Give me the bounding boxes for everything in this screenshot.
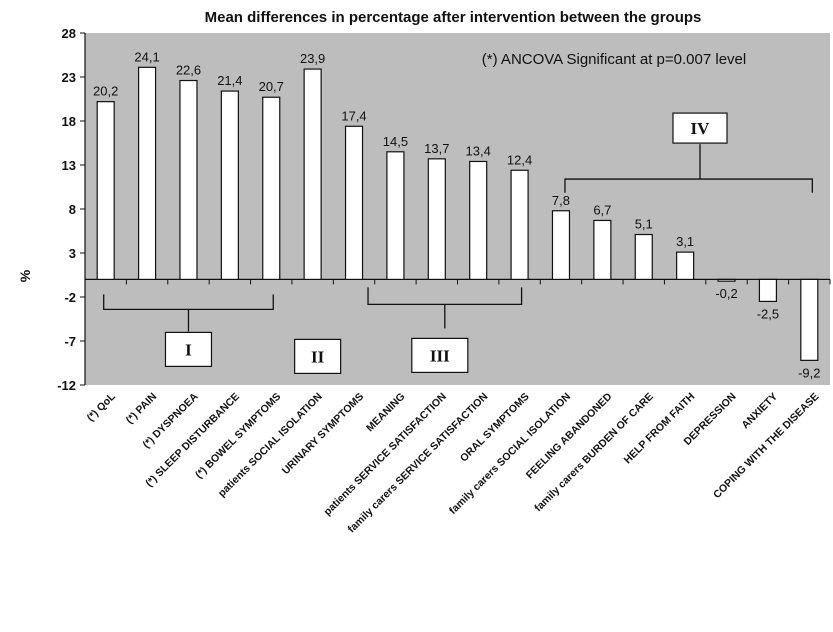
data-label: 21,4 bbox=[217, 73, 242, 88]
bar bbox=[634, 233, 653, 281]
significance-note: (*) ANCOVA Significant at p=0.007 level bbox=[482, 51, 746, 68]
bar bbox=[96, 101, 115, 280]
group-label: I bbox=[185, 340, 192, 359]
y-tick-label: 23 bbox=[62, 70, 76, 85]
x-category-label: URINARY SYMPTOMS bbox=[280, 391, 366, 477]
data-label: 20,7 bbox=[259, 79, 284, 94]
data-label: -2,5 bbox=[757, 306, 779, 321]
group-label-box bbox=[411, 337, 469, 373]
bar bbox=[262, 96, 281, 281]
bar bbox=[179, 79, 198, 281]
group-bracket bbox=[564, 178, 813, 193]
data-label: -0,2 bbox=[715, 286, 737, 301]
y-tick-label: -7 bbox=[64, 334, 76, 349]
bar bbox=[344, 125, 364, 280]
data-label: -9,2 bbox=[798, 365, 820, 380]
bar bbox=[593, 219, 612, 281]
data-label: 20,2 bbox=[93, 84, 118, 99]
bar bbox=[386, 151, 405, 281]
data-label: 5,1 bbox=[635, 217, 653, 232]
y-tick-label: 13 bbox=[62, 158, 76, 173]
chart-title: Mean differences in percentage after int… bbox=[205, 9, 702, 26]
bar bbox=[137, 66, 157, 281]
x-category-label: ANXIETY bbox=[739, 391, 780, 432]
data-label: 17,4 bbox=[341, 108, 366, 123]
x-category-label: MEANING bbox=[364, 391, 408, 435]
data-label: 22,6 bbox=[176, 63, 201, 78]
bar bbox=[551, 210, 571, 280]
bar bbox=[510, 169, 529, 281]
plot-area bbox=[85, 33, 830, 385]
data-label: 12,4 bbox=[507, 152, 532, 167]
bar bbox=[469, 160, 488, 280]
bar bbox=[717, 278, 736, 282]
data-label: 13,7 bbox=[424, 141, 449, 156]
data-label: 23,9 bbox=[300, 51, 325, 66]
x-category-label: HELP FROM FAITH bbox=[622, 391, 698, 467]
x-category-label: (*) QoL bbox=[85, 390, 119, 424]
bar bbox=[220, 90, 239, 281]
data-label: 14,5 bbox=[383, 134, 408, 149]
y-tick-label: 18 bbox=[62, 114, 76, 129]
y-tick-label: -2 bbox=[64, 290, 76, 305]
group-label-box bbox=[672, 112, 728, 144]
y-axis-label: % bbox=[17, 269, 33, 282]
y-tick-label: -12 bbox=[57, 378, 76, 393]
data-label: 24,1 bbox=[134, 49, 159, 64]
bar bbox=[427, 158, 446, 280]
data-label: 3,1 bbox=[676, 234, 694, 249]
x-category-label: ORAL SYMPTOMS bbox=[458, 391, 532, 465]
group-label-box bbox=[164, 331, 213, 367]
y-tick-label: 3 bbox=[69, 246, 76, 261]
y-tick-label: 8 bbox=[69, 202, 76, 217]
bar bbox=[758, 278, 778, 302]
data-label: 13,4 bbox=[466, 143, 491, 158]
group-label: IV bbox=[691, 119, 711, 138]
bar bbox=[303, 68, 322, 281]
x-category-label: (*) PAIN bbox=[124, 391, 160, 427]
group-label: III bbox=[430, 346, 450, 365]
data-label: 7,8 bbox=[552, 193, 570, 208]
group-label: II bbox=[311, 347, 325, 366]
bar bbox=[800, 278, 819, 361]
y-tick-label: 28 bbox=[62, 26, 76, 41]
group-label-box bbox=[294, 338, 342, 374]
data-label: 6,7 bbox=[593, 202, 611, 217]
bar bbox=[676, 251, 695, 280]
